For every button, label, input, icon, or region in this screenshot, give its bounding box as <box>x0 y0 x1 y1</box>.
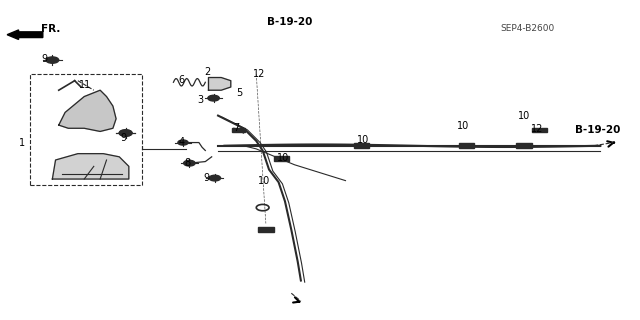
Bar <box>257 227 274 232</box>
Text: 10: 10 <box>259 176 271 186</box>
Polygon shape <box>59 90 116 132</box>
Text: SEP4-B2600: SEP4-B2600 <box>500 24 554 33</box>
Text: 6: 6 <box>178 75 184 85</box>
Text: B-19-20: B-19-20 <box>575 125 620 135</box>
Circle shape <box>208 95 220 101</box>
Text: 11: 11 <box>79 79 92 90</box>
Text: 9: 9 <box>42 54 48 64</box>
Text: 5: 5 <box>236 88 242 98</box>
Bar <box>30 74 141 185</box>
Circle shape <box>184 160 195 166</box>
Text: 10: 10 <box>518 111 530 121</box>
Circle shape <box>178 140 188 145</box>
Text: FR.: FR. <box>42 24 61 34</box>
Bar <box>274 156 289 161</box>
Text: 10: 10 <box>456 121 469 131</box>
Bar <box>516 143 532 148</box>
Polygon shape <box>209 77 231 90</box>
Text: 3: 3 <box>198 95 204 105</box>
Text: 10: 10 <box>277 153 289 164</box>
Bar <box>232 128 245 132</box>
Text: 2: 2 <box>204 67 211 77</box>
Bar <box>459 143 474 148</box>
Text: 9: 9 <box>121 133 127 143</box>
Text: 8: 8 <box>184 157 191 168</box>
Polygon shape <box>52 154 129 179</box>
FancyArrow shape <box>7 30 43 39</box>
Circle shape <box>46 57 59 63</box>
Text: 7: 7 <box>233 123 239 133</box>
Text: 4: 4 <box>179 137 185 147</box>
Text: 1: 1 <box>19 138 25 148</box>
Bar <box>532 128 547 132</box>
Text: 10: 10 <box>357 135 369 145</box>
Circle shape <box>119 130 132 136</box>
Text: B-19-20: B-19-20 <box>268 17 313 27</box>
Circle shape <box>119 130 132 136</box>
Text: 12: 12 <box>253 69 266 79</box>
Circle shape <box>209 175 221 181</box>
Text: 9: 9 <box>204 173 210 183</box>
Text: 12: 12 <box>531 124 543 134</box>
Bar <box>354 143 369 148</box>
